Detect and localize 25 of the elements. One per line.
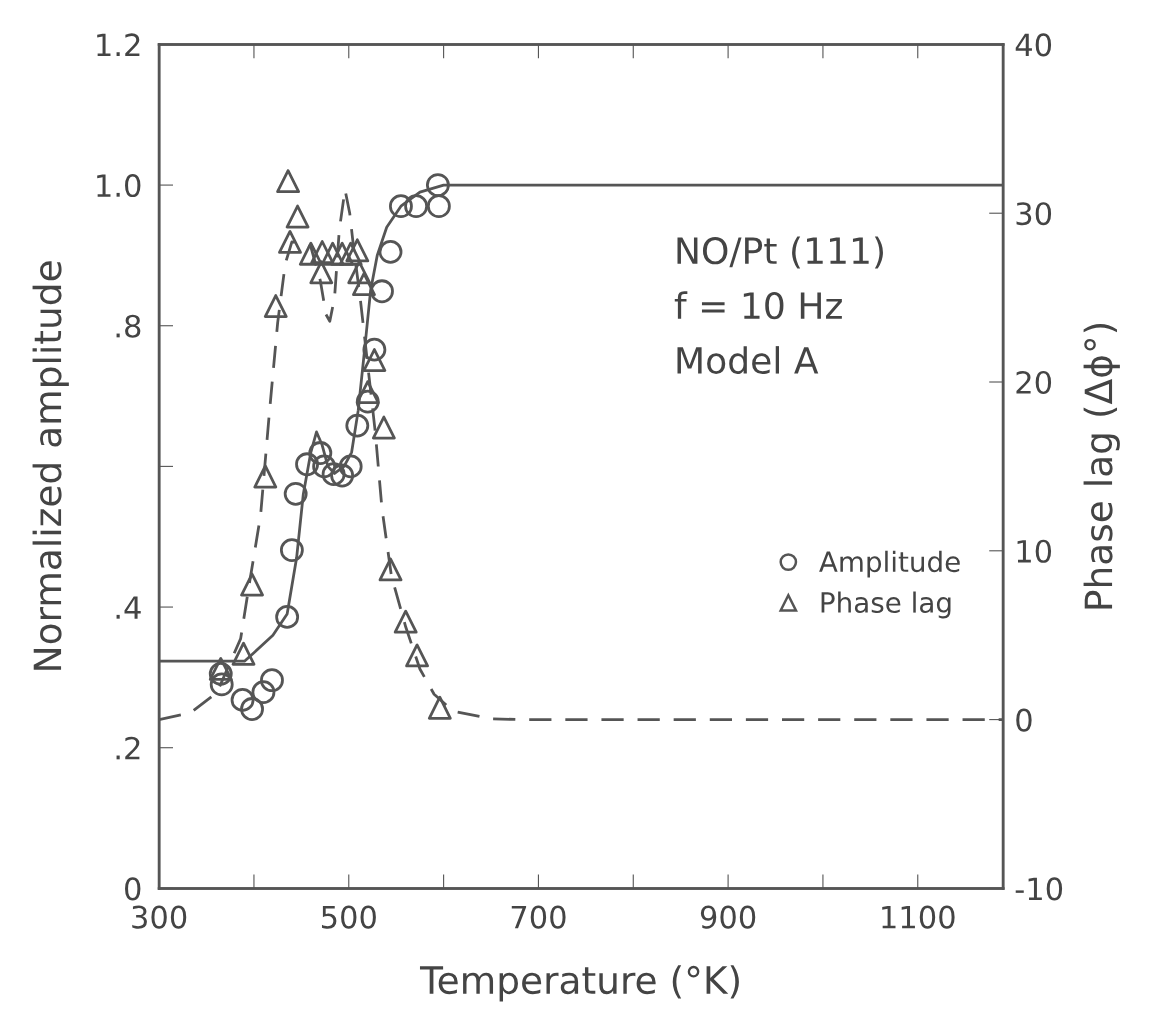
y2-tick-label: 40 xyxy=(1015,33,1052,57)
y-axis-title: Normalized amplitude xyxy=(32,261,69,670)
x-tick-label: 700 xyxy=(511,905,566,929)
y-tick-label: .2 xyxy=(116,736,140,760)
y2-tick-label: -10 xyxy=(1015,877,1063,901)
y2-tick-label: 0 xyxy=(1016,708,1032,732)
y-tick-label: 1.0 xyxy=(97,174,141,198)
y-tick-label: 1.2 xyxy=(97,33,140,57)
annotation: Model A xyxy=(677,346,819,375)
y2-tick-label: 10 xyxy=(1017,539,1052,563)
x-tick-label: 500 xyxy=(321,905,376,929)
y2-tick-label: 30 xyxy=(1016,202,1052,226)
y2-tick-label: 20 xyxy=(1016,370,1052,395)
y-tick-label: .4 xyxy=(116,596,141,619)
x-axis-title: Temperature (°K) xyxy=(419,965,739,1002)
annotation: f = 10 Hz xyxy=(674,291,842,320)
x-tick-label: 1100 xyxy=(882,905,955,929)
annotation: NO/Pt (111) xyxy=(677,236,883,269)
y2-axis-title: Phase lag (Δϕ°) xyxy=(1083,323,1120,609)
legend-label: Amplitude xyxy=(819,550,960,578)
y-tick-label: .8 xyxy=(116,314,141,338)
x-tick-label: 300 xyxy=(132,905,187,929)
y-tick-label: 0 xyxy=(125,877,141,901)
legend-label: Phase lag xyxy=(821,591,951,619)
x-tick-label: 900 xyxy=(700,905,756,929)
